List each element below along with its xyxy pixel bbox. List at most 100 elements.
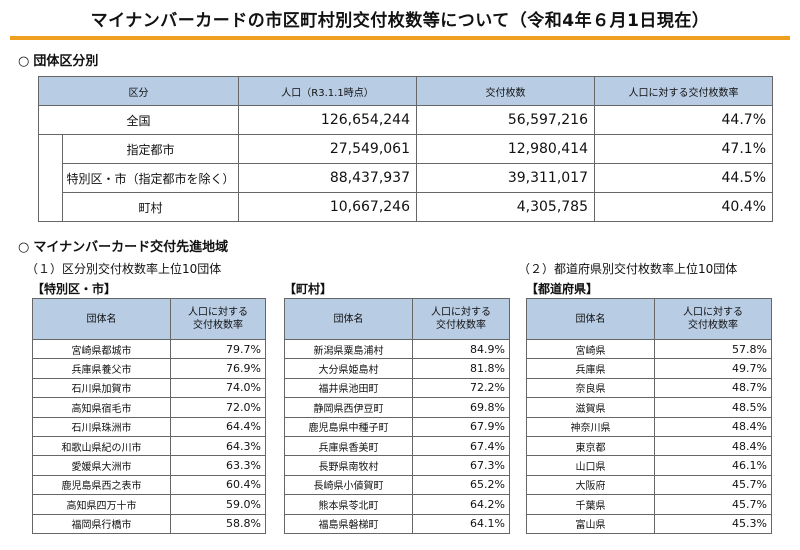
table-row: 愛媛県大洲市 63.3%: [32, 455, 266, 476]
municipality-name: 神奈川県: [526, 416, 655, 437]
col-header-rate: 人口に対する 交付枚数率: [170, 298, 266, 340]
table-row: 神奈川県 48.4%: [526, 416, 772, 437]
municipality-name: 長野県南牧村: [284, 455, 413, 476]
col-header-name: 団体名: [32, 298, 171, 340]
issuance-rate: 45.3%: [654, 513, 772, 534]
table-row: 千葉県 45.7%: [526, 494, 772, 515]
indent-cell: [38, 192, 63, 222]
issuance-rate: 63.3%: [170, 455, 266, 476]
issued-cell: 39,311,017: [416, 163, 595, 193]
table-row: 福岡県行橋市 58.8%: [32, 513, 266, 534]
issuance-rate: 48.5%: [654, 397, 772, 418]
issuance-rate: 49.7%: [654, 358, 772, 379]
subheading-category-top10: （１）区分別交付枚数率上位10団体: [26, 262, 222, 276]
row-label: 全国: [38, 105, 239, 135]
issuance-rate: 76.9%: [170, 358, 266, 379]
table-row: 兵庫県 49.7%: [526, 358, 772, 379]
municipality-name: 鹿児島県中種子町: [284, 416, 413, 437]
col-header-issued: 交付枚数: [416, 76, 595, 106]
issuance-rate: 57.8%: [654, 338, 772, 360]
table-row: 石川県珠洲市 64.4%: [32, 416, 266, 437]
rate-cell: 44.7%: [594, 105, 773, 135]
rate-cell: 44.5%: [594, 163, 773, 193]
issuance-rate: 72.2%: [412, 377, 510, 399]
municipality-name: 兵庫県香美町: [284, 435, 413, 457]
col-header-rate: 人口に対する 交付枚数率: [412, 298, 510, 340]
table-header-row: 区分 人口（R3.1.1時点） 交付枚数 人口に対する交付枚数率: [38, 76, 773, 106]
circle-bullet-icon: ○: [18, 54, 30, 69]
rate-cell: 47.1%: [594, 134, 773, 164]
issuance-rate: 48.4%: [654, 416, 772, 437]
col-header-rate: 人口に対する交付枚数率: [594, 76, 773, 106]
issuance-rate: 59.0%: [170, 494, 266, 515]
population-cell: 88,437,937: [238, 163, 417, 193]
issuance-rate: 58.8%: [170, 513, 266, 534]
category-table: 区分 人口（R3.1.1時点） 交付枚数 人口に対する交付枚数率 全国 126,…: [38, 76, 773, 222]
issuance-rate: 65.2%: [412, 474, 510, 496]
table-row: 山口県 46.1%: [526, 455, 772, 476]
table-row: 宮崎県都城市 79.7%: [32, 338, 266, 360]
rate-cell: 40.4%: [594, 192, 773, 222]
table-row: 町村 10,667,246 4,305,785 40.4%: [38, 192, 773, 222]
issuance-rate: 64.1%: [412, 513, 510, 534]
section-heading-advanced: ○ マイナンバーカード交付先進地域: [18, 236, 228, 255]
table-row: 石川県加賀市 74.0%: [32, 377, 266, 399]
municipality-name: 兵庫県養父市: [32, 358, 171, 379]
municipality-name: 大阪府: [526, 474, 655, 496]
issuance-rate: 74.0%: [170, 377, 266, 399]
table-row: 全国 126,654,244 56,597,216 44.7%: [38, 105, 773, 135]
issuance-rate: 46.1%: [654, 455, 772, 476]
table-header-row: 団体名 人口に対する 交付枚数率: [284, 298, 510, 340]
subheading-prefecture-top10: （２）都道府県別交付枚数率上位10団体: [518, 262, 738, 276]
table-header-row: 団体名 人口に対する 交付枚数率: [526, 298, 772, 340]
col-header-rate: 人口に対する 交付枚数率: [654, 298, 772, 340]
population-cell: 10,667,246: [238, 192, 417, 222]
municipality-name: 大分県姫島村: [284, 358, 413, 379]
municipality-name: 滋賀県: [526, 397, 655, 418]
table-row: 和歌山県紀の川市 64.3%: [32, 435, 266, 457]
table-row: 特別区・市（指定都市を除く） 88,437,937 39,311,017 44.…: [38, 163, 773, 193]
table-header-row: 団体名 人口に対する 交付枚数率: [32, 298, 266, 340]
municipality-name: 和歌山県紀の川市: [32, 435, 171, 457]
table-row: 指定都市 27,549,061 12,980,414 47.1%: [38, 134, 773, 164]
issuance-rate: 67.4%: [412, 435, 510, 457]
municipality-name: 富山県: [526, 513, 655, 534]
table-row: 熊本県苓北町 64.2%: [284, 494, 510, 515]
municipality-name: 高知県四万十市: [32, 494, 171, 515]
issuance-rate: 81.8%: [412, 358, 510, 379]
issuance-rate: 48.4%: [654, 435, 772, 457]
circle-bullet-icon: ○: [18, 240, 30, 255]
municipality-name: 東京都: [526, 435, 655, 457]
col-header-category: 区分: [38, 76, 239, 106]
municipality-name: 熊本県苓北町: [284, 494, 413, 515]
municipality-name: 兵庫県: [526, 358, 655, 379]
table-row: 兵庫県養父市 76.9%: [32, 358, 266, 379]
issuance-rate: 84.9%: [412, 338, 510, 360]
municipality-name: 高知県宿毛市: [32, 397, 171, 418]
municipality-name: 愛媛県大洲市: [32, 455, 171, 476]
section-heading-category: ○ 団体区分別: [18, 50, 98, 69]
issued-cell: 12,980,414: [416, 134, 595, 164]
ranking-table-cities: 団体名 人口に対する 交付枚数率 宮崎県都城市 79.7% 兵庫県養父市 76.9% 石川県…: [32, 298, 266, 534]
issued-cell: 4,305,785: [416, 192, 595, 222]
ranking-table-towns: 団体名 人口に対する 交付枚数率 新潟県粟島浦村 84.9% 大分県姫島村 81.8% 福井…: [284, 298, 510, 534]
issued-cell: 56,597,216: [416, 105, 595, 135]
table-row: 長崎県小値賀町 65.2%: [284, 474, 510, 496]
issuance-rate: 45.7%: [654, 494, 772, 515]
title-underline: [10, 36, 790, 40]
municipality-name: 奈良県: [526, 377, 655, 399]
table-row: 福島県磐梯町 64.1%: [284, 513, 510, 534]
issuance-rate: 69.8%: [412, 397, 510, 418]
table-row: 富山県 45.3%: [526, 513, 772, 534]
issuance-rate: 72.0%: [170, 397, 266, 418]
issuance-rate: 64.2%: [412, 494, 510, 515]
bracket-label-towns: 【町村】: [284, 282, 333, 296]
col-header-name: 団体名: [526, 298, 655, 340]
ranking-table-prefectures: 団体名 人口に対する 交付枚数率 宮崎県 57.8% 兵庫県 49.7% 奈良県 48.7% 滋…: [526, 298, 772, 534]
bracket-label-cities: 【特別区・市】: [32, 282, 117, 296]
col-header-population: 人口（R3.1.1時点）: [238, 76, 417, 106]
issuance-rate: 60.4%: [170, 474, 266, 496]
municipality-name: 鹿児島県西之表市: [32, 474, 171, 496]
population-cell: 126,654,244: [238, 105, 417, 135]
page-title: マイナンバーカードの市区町村別交付枚数等について（令和4年６月1日現在）: [90, 11, 710, 31]
